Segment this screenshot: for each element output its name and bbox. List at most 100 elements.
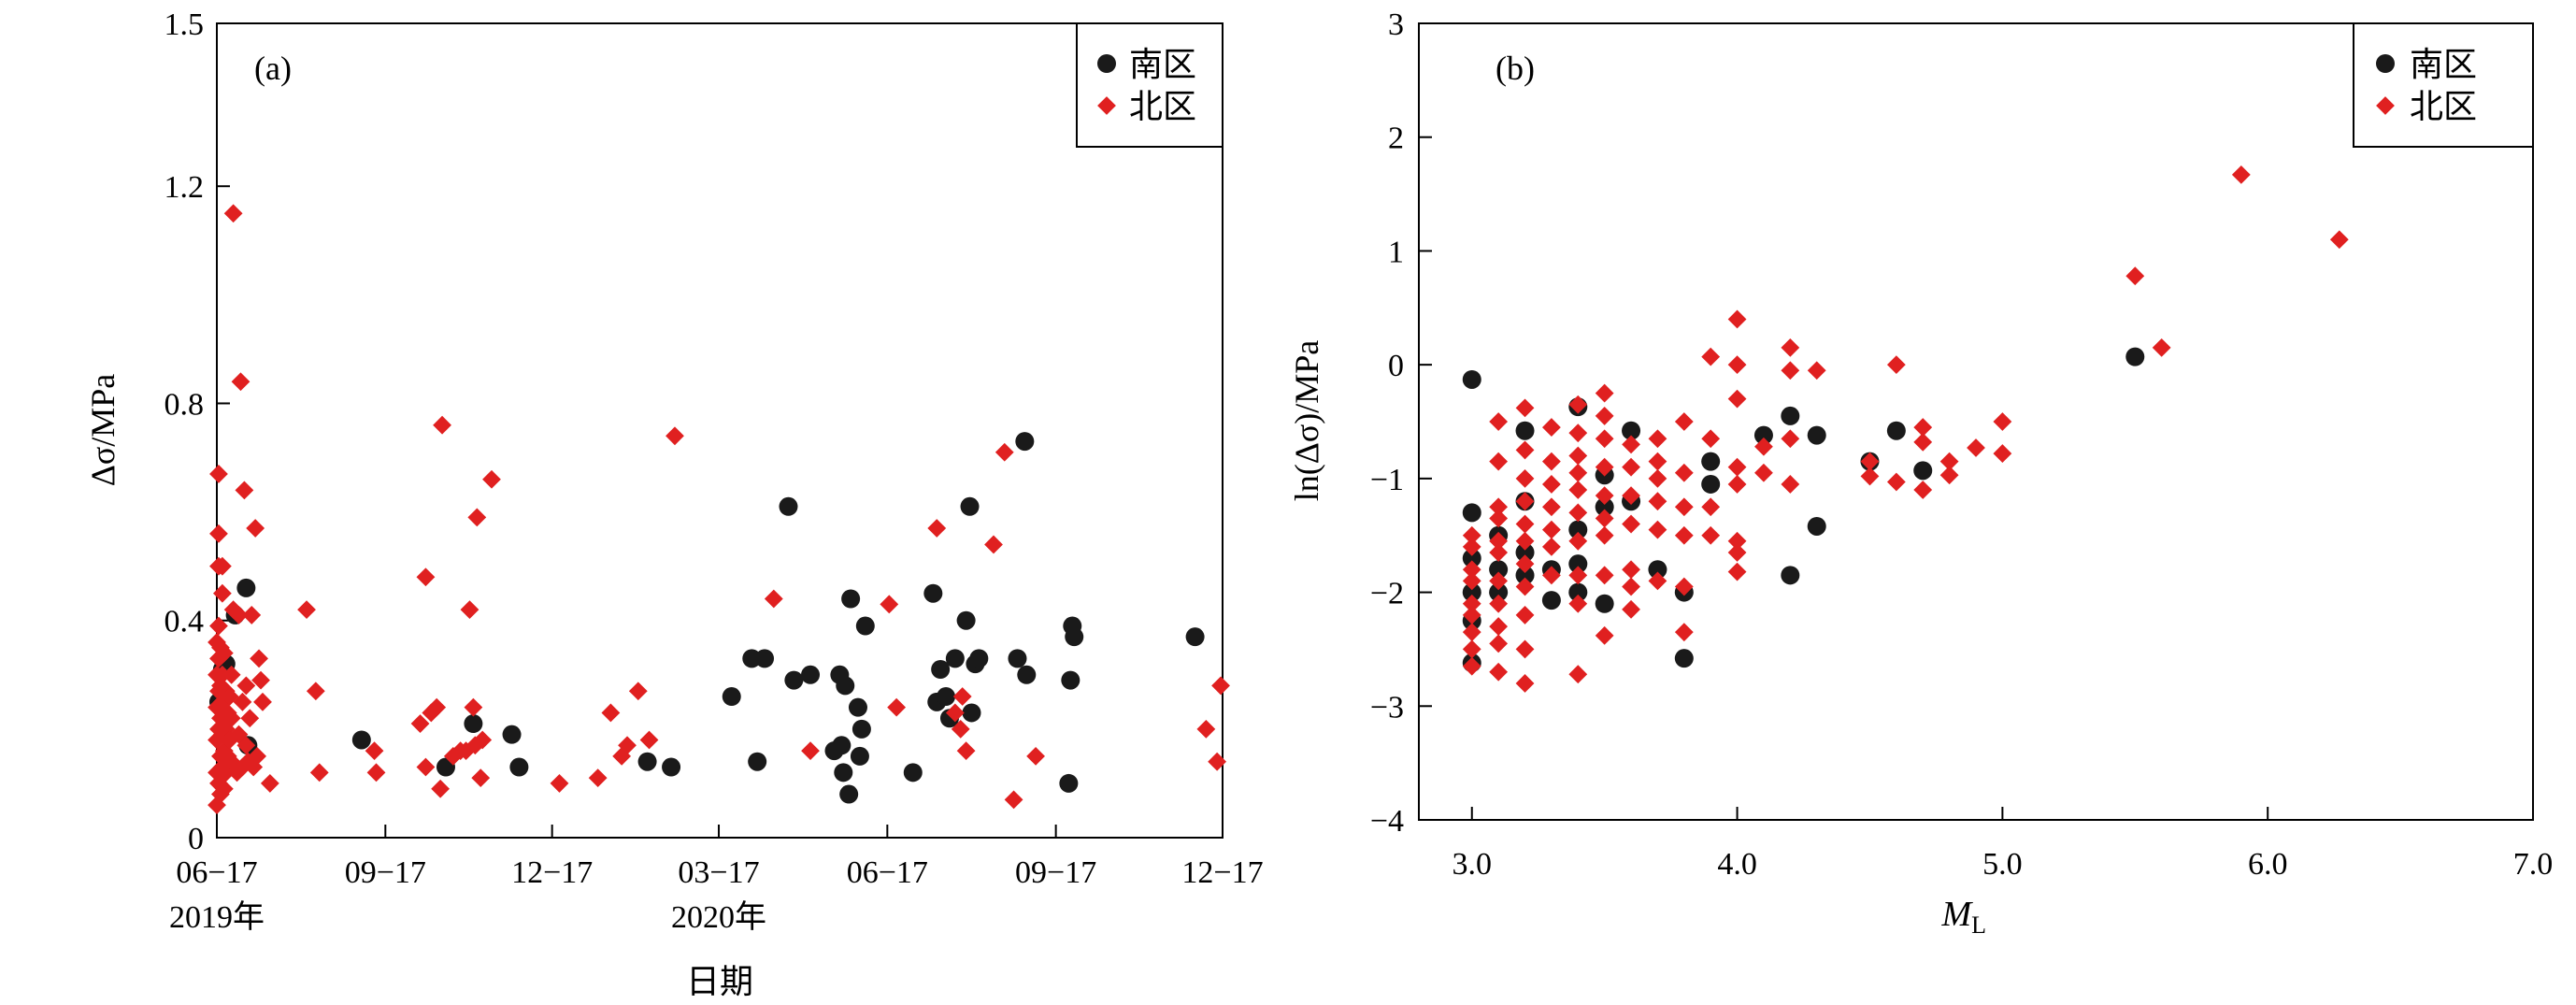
panel-b-point-north <box>1462 560 1481 580</box>
panel-b-x-axis-label-subscript: L <box>1971 912 1986 939</box>
panel-a-y-tick-label: 0.8 <box>165 387 205 422</box>
panel-b-point-north <box>1515 639 1535 659</box>
panel-a-point-south <box>903 763 923 782</box>
panel-b-point-north <box>1781 475 1800 494</box>
panel-b-point-south <box>1886 421 1906 440</box>
panel-a-point-north <box>952 687 972 706</box>
panel-b-y-axis-label: ln(Δσ)/MPa <box>1288 340 1325 502</box>
panel-a-point-north <box>416 567 436 587</box>
panel-a-point-north <box>236 676 256 696</box>
panel-b-point-north <box>1674 497 1694 517</box>
panel-b-point-north <box>1648 468 1667 488</box>
panel-a-legend-box <box>1076 22 1224 148</box>
panel-a-point-south <box>1008 649 1027 668</box>
panel-a-point-north <box>927 519 947 538</box>
panel-b-y-tick-label: 3 <box>1388 7 1404 42</box>
panel-b-point-north <box>1515 492 1535 511</box>
panel-a-legend: 南区 北区 <box>1076 22 1224 148</box>
panel-b-point-north <box>1595 525 1614 545</box>
panel-b-point-north <box>1462 594 1481 613</box>
panel-a-point-south <box>832 736 852 755</box>
panel-b-legend-box <box>2353 22 2534 148</box>
panel-b-point-north <box>1568 395 1588 414</box>
panel-a-x-tick-label: 12−17 <box>511 855 593 890</box>
panel-b-point-north <box>1515 606 1535 625</box>
panel-a-point-north <box>248 747 267 766</box>
panel-a-point-south <box>755 649 775 668</box>
panel-a-x-tick-label: 09−17 <box>345 855 426 890</box>
panel-a-point-north <box>236 736 256 755</box>
panel-a-point-north <box>309 763 329 782</box>
panel-b-point-south <box>1701 474 1721 494</box>
panel-a-legend-label-north: 北区 <box>1129 88 1196 125</box>
panel-b-point-north <box>1515 531 1535 551</box>
panel-a-point-north <box>887 697 907 717</box>
panel-a-point-north <box>984 535 1003 554</box>
panel-a-chart: (a) 0 0.4 0.8 1.2 1.5 06−17 2019年 09−17 12−17 03… <box>84 7 1264 1000</box>
panel-b-point-north <box>1781 429 1800 449</box>
panel-a-point-north <box>365 741 384 760</box>
panel-b-point-north <box>1515 577 1535 596</box>
panel-a-x-tick-year-label: 2020年 <box>671 899 766 935</box>
panel-b-point-north <box>1462 656 1481 676</box>
panel-b-point-north <box>1515 440 1535 460</box>
panel-b-point-north <box>1515 398 1535 418</box>
panel-a-point-south <box>662 757 681 777</box>
panel-b-point-north <box>1993 412 2012 431</box>
panel-a-point-north <box>1208 752 1227 771</box>
panel-a-point-north <box>235 481 254 500</box>
panel-a-point-north <box>251 670 270 690</box>
panel-b-point-north <box>1515 468 1535 488</box>
panel-b-point-north <box>1939 452 1959 471</box>
panel-a-point-north <box>212 583 232 603</box>
panel-a-point-north <box>209 524 228 543</box>
panel-a-point-north <box>209 616 228 636</box>
panel-a-point-south <box>962 703 981 723</box>
panel-a-point-north <box>467 508 487 527</box>
panel-a-point-north <box>223 204 243 223</box>
panel-b-point-south <box>1462 503 1481 523</box>
panel-b-point-north <box>1727 531 1747 551</box>
panel-b-point-north <box>1648 520 1667 539</box>
panel-b-point-north <box>1754 463 1773 482</box>
panel-b-point-north <box>1860 452 1880 471</box>
panel-a-point-south <box>1185 627 1205 647</box>
panel-b-x-axis: 3.0 4.0 5.0 6.0 7.0 <box>1453 807 2553 882</box>
panel-b-point-north <box>1648 429 1667 449</box>
panel-a-point-south <box>509 757 529 777</box>
panel-a-point-north <box>460 600 479 620</box>
panel-a-x-tick-label: 03−17 <box>678 855 759 890</box>
panel-a-point-south <box>351 730 371 750</box>
panel-a-legend-label-south: 南区 <box>1129 46 1196 83</box>
panel-a-label: (a) <box>254 50 292 87</box>
panel-a-point-south <box>834 763 853 782</box>
panel-b-point-north <box>1860 467 1880 486</box>
panel-b-point-south <box>1701 452 1721 471</box>
panel-b-point-north <box>1807 361 1826 380</box>
panel-b-point-south <box>1515 566 1535 585</box>
panel-b-point-north <box>1542 452 1561 471</box>
panel-a-point-north <box>306 682 325 701</box>
panel-a-point-north <box>231 372 250 392</box>
panel-a-point-south <box>637 752 657 771</box>
panel-b-x-axis-label: ML <box>1940 895 1986 939</box>
panel-b-point-north <box>1886 472 1906 492</box>
panel-b-point-north <box>1622 457 1640 477</box>
panel-a-point-north <box>550 774 569 793</box>
panel-b-point-north <box>1568 424 1588 443</box>
panel-b-y-tick-label: 1 <box>1388 235 1404 269</box>
panel-b-point-north <box>1595 486 1614 506</box>
panel-a-point-north <box>250 649 268 668</box>
panel-b-point-north <box>1462 623 1481 642</box>
panel-b-x-tick-label: 3.0 <box>1453 847 1493 882</box>
panel-b-point-south <box>2125 347 2145 366</box>
panel-b-point-north <box>1489 452 1509 471</box>
panel-a-point-north <box>246 519 265 538</box>
panel-b-point-north <box>1462 537 1481 556</box>
panel-b-point-north <box>1674 463 1694 482</box>
panel-b-point-south <box>1595 497 1614 517</box>
panel-b-point-north <box>1489 662 1509 682</box>
panel-b-point-south <box>1753 425 1773 445</box>
panel-a-point-north <box>1196 719 1216 739</box>
panel-a-point-north <box>1211 676 1230 696</box>
